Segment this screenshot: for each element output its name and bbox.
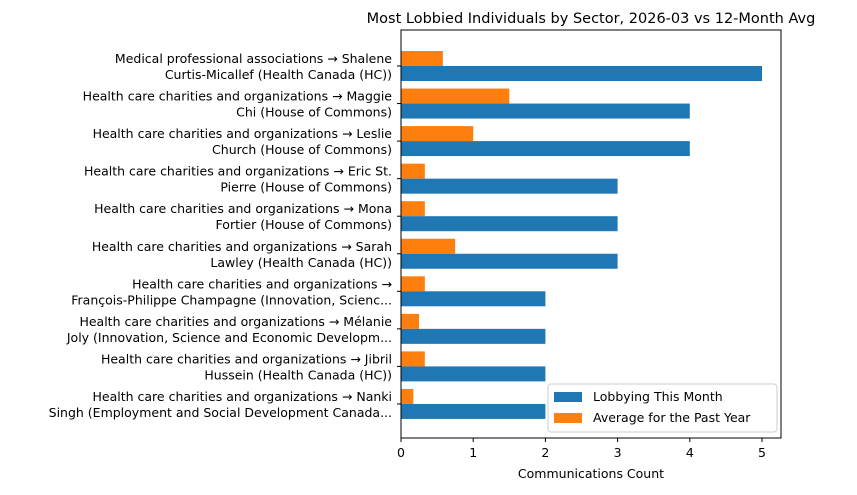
bar-average-past-year — [401, 238, 456, 254]
bar-lobbying-this-month — [401, 141, 690, 157]
y-tick-label: Health care charities and organizations … — [93, 126, 393, 157]
legend-label-this-month: Lobbying This Month — [593, 389, 723, 404]
bar-average-past-year — [401, 201, 425, 217]
plot-frame — [400, 29, 782, 439]
bar-average-past-year — [401, 88, 510, 104]
bar-average-past-year — [401, 351, 425, 367]
x-axis-label: Communications Count — [518, 466, 664, 481]
y-tick-label: Health care charities and organizations … — [94, 201, 392, 232]
bar-lobbying-this-month — [401, 66, 762, 81]
bar-lobbying-this-month — [401, 216, 618, 232]
y-tick-label: Medical professional associations → Shal… — [115, 51, 392, 82]
y-tick-label: Health care charities and organizations … — [101, 351, 392, 382]
y-tick-label: Health care charities and organizations … — [71, 276, 392, 307]
legend-swatch-average — [554, 413, 582, 423]
bar-lobbying-this-month — [401, 291, 546, 307]
chart-title: Most Lobbied Individuals by Sector, 2026… — [367, 11, 816, 27]
bar-lobbying-this-month — [401, 253, 618, 269]
bar-average-past-year — [401, 276, 425, 292]
bar-lobbying-this-month — [401, 403, 546, 419]
legend-swatch-this-month — [554, 392, 582, 402]
bar-lobbying-this-month — [401, 328, 546, 344]
x-tick-label: 4 — [686, 445, 694, 460]
x-tick-label: 3 — [614, 445, 622, 460]
x-tick-label: 2 — [541, 445, 549, 460]
bar-average-past-year — [401, 388, 414, 404]
bar-average-past-year — [401, 313, 420, 329]
y-tick-label: Health care charities and organizations … — [49, 389, 392, 420]
legend-label-average: Average for the Past Year — [593, 410, 751, 425]
x-tick-label: 0 — [397, 445, 405, 460]
bar-average-past-year — [401, 163, 425, 179]
bar-lobbying-this-month — [401, 178, 618, 194]
y-tick-label: Health care charities and organizations … — [84, 164, 392, 195]
bar-average-past-year — [401, 51, 443, 66]
y-tick-label: Health care charities and organizations … — [83, 89, 393, 120]
x-tick-label: 5 — [758, 445, 766, 460]
bar-lobbying-this-month — [401, 366, 546, 382]
bar-lobbying-this-month — [401, 103, 690, 119]
legend-box — [547, 383, 778, 433]
y-tick-label: Health care charities and organizations … — [66, 314, 392, 345]
legend: Lobbying This Month Average for the Past… — [547, 383, 778, 433]
x-tick-label: 1 — [469, 445, 477, 460]
bar-average-past-year — [401, 126, 474, 142]
y-tick-label: Health care charities and organizations … — [92, 239, 392, 270]
